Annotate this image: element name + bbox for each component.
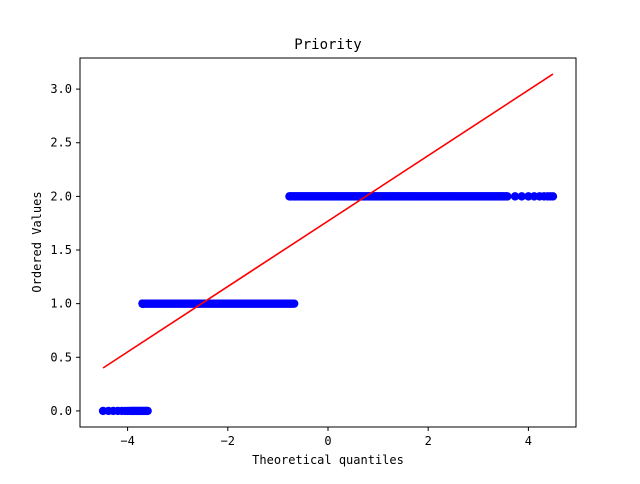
points-at-2 <box>285 192 558 201</box>
points-at-1 <box>138 299 299 308</box>
x-tick-label: 2 <box>425 434 432 448</box>
data-point <box>524 192 533 201</box>
x-tick-label: 0 <box>324 434 331 448</box>
data-point <box>289 299 299 308</box>
chart-title: Priority <box>294 37 361 53</box>
y-axis-label: Ordered Values <box>30 191 44 292</box>
y-tick-label: 1.0 <box>50 297 72 311</box>
y-tick-label: 0.5 <box>50 350 72 364</box>
data-point <box>548 192 558 201</box>
data-point <box>517 192 526 201</box>
x-tick-label: 4 <box>525 434 532 448</box>
y-tick-label: 2.5 <box>50 136 72 150</box>
data-point <box>503 192 512 201</box>
y-tick-label: 0.0 <box>50 404 72 418</box>
fit-line <box>102 73 554 369</box>
y-tick-label: 1.5 <box>50 243 72 257</box>
points-at-0 <box>98 406 152 416</box>
y-tick-label: 3.0 <box>50 82 72 96</box>
x-tick-label: −4 <box>120 434 134 448</box>
x-tick-label: −2 <box>221 434 235 448</box>
y-tick-label: 2.0 <box>50 189 72 203</box>
plot-marks <box>98 73 558 416</box>
x-axis-label: Theoretical quantiles <box>252 453 404 467</box>
tick-group: −4 −2 0 2 4 0.0 0.5 1.0 1.5 2.0 2.5 3.0 <box>50 82 532 448</box>
data-point <box>143 406 152 416</box>
data-point <box>510 192 520 201</box>
